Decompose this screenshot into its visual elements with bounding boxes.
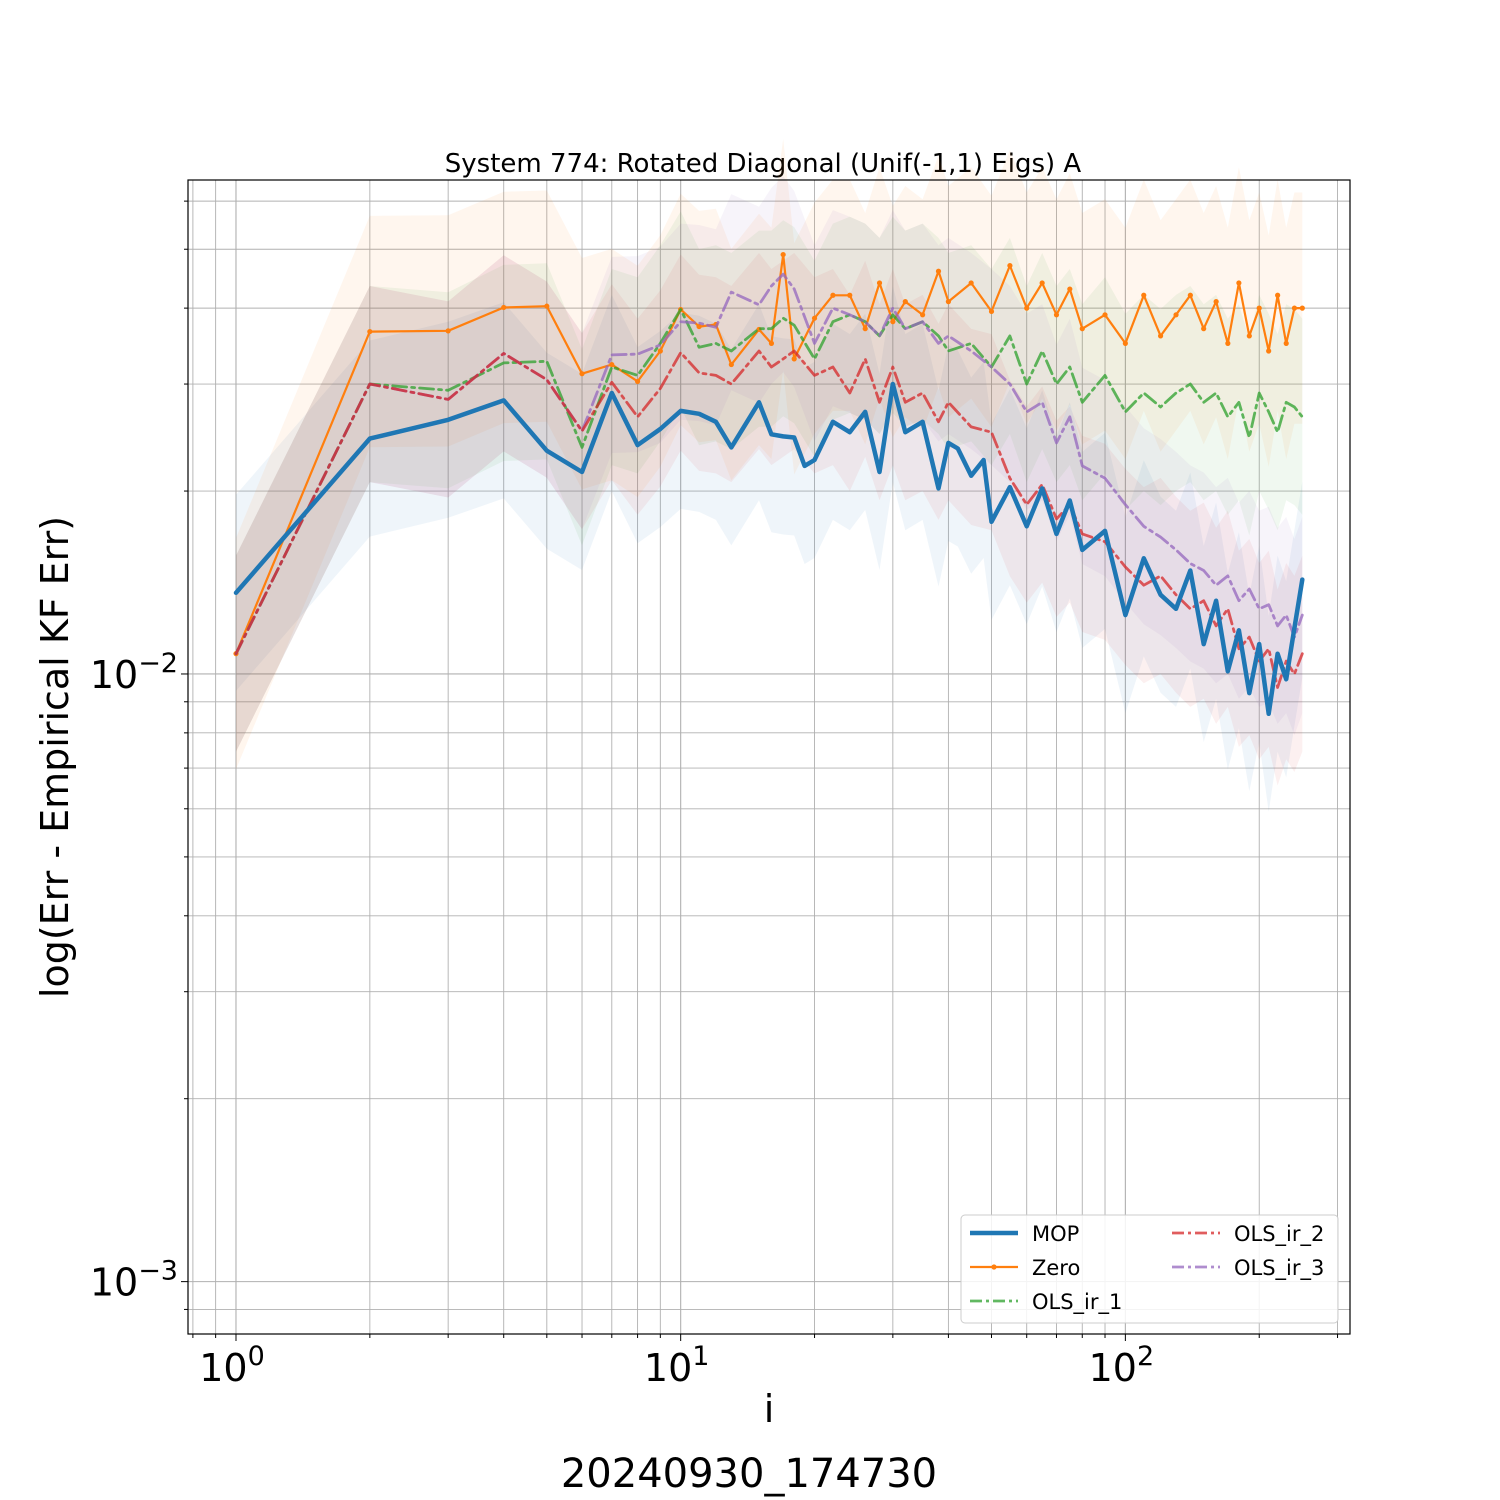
series-point-zero bbox=[830, 292, 836, 298]
confidence-band-ols-ir-2 bbox=[236, 253, 1303, 786]
timestamp-caption: 20240930_174730 bbox=[561, 1451, 937, 1497]
plot-frame bbox=[187, 179, 1351, 1335]
x-tick-label: 102 bbox=[1089, 1341, 1155, 1390]
legend-label: MOP bbox=[1032, 1222, 1079, 1246]
series-point-zero bbox=[1283, 340, 1289, 346]
series-point-zero bbox=[367, 328, 373, 335]
series-point-zero bbox=[1187, 292, 1193, 298]
confidence-band-ols-ir-3 bbox=[236, 176, 1303, 752]
series-point-zero bbox=[1246, 333, 1252, 339]
legend: MOP Zero OLS_ir_1 OLS_ir_2 OLS_ir_3 bbox=[960, 1214, 1339, 1324]
series-point-zero bbox=[847, 292, 853, 298]
series-point-zero bbox=[920, 312, 926, 318]
series-point-zero bbox=[1266, 348, 1272, 354]
series-point-zero bbox=[1201, 326, 1207, 332]
confidence-band-zero bbox=[236, 138, 1303, 770]
series-point-zero bbox=[1122, 340, 1128, 346]
series-point-zero bbox=[1102, 312, 1108, 318]
legend-label: OLS_ir_1 bbox=[1032, 1290, 1122, 1315]
series-point-zero bbox=[1299, 305, 1305, 311]
series-point-zero bbox=[1291, 305, 1298, 311]
axis-ticks: 100 101 102 10−3 10−2 bbox=[90, 200, 1339, 1390]
series-point-zero bbox=[1079, 326, 1085, 332]
series-line-ols-ir-1 bbox=[234, 307, 1304, 656]
y-tick-label: 10−3 bbox=[90, 1256, 178, 1305]
series-point-zero bbox=[968, 280, 974, 286]
series-point-zero bbox=[1039, 280, 1045, 286]
series-point-zero bbox=[1007, 262, 1013, 269]
series-line-ols-ir-3 bbox=[234, 272, 1304, 656]
series-line-mop bbox=[233, 381, 1305, 717]
legend-label: OLS_ir_2 bbox=[1234, 1222, 1324, 1247]
series-point-zero bbox=[634, 378, 641, 385]
x-tick-label: 101 bbox=[644, 1341, 710, 1390]
series-point-zero bbox=[609, 361, 615, 368]
y-tick-label: 10−2 bbox=[90, 648, 178, 697]
chart-title: System 774: Rotated Diagonal (Unif(-1,1)… bbox=[445, 149, 1082, 179]
legend-marker bbox=[991, 1264, 997, 1270]
series-point-zero bbox=[862, 326, 868, 332]
series-point-zero bbox=[1024, 305, 1030, 311]
confidence-band-mop bbox=[236, 286, 1303, 812]
legend-items: MOP Zero OLS_ir_1 OLS_ir_2 OLS_ir_3 bbox=[970, 1222, 1324, 1315]
series-point-zero bbox=[579, 371, 585, 377]
series-point-zero bbox=[1053, 312, 1060, 318]
series-point-zero bbox=[1141, 292, 1147, 298]
series-point-zero bbox=[791, 356, 797, 362]
series-line-ols-ir-2 bbox=[234, 349, 1304, 689]
grid-lines bbox=[188, 180, 1350, 1334]
series-point-zero bbox=[1157, 333, 1164, 339]
series-point-zero bbox=[1213, 299, 1219, 305]
series-point-zero bbox=[988, 308, 995, 315]
series-point-zero bbox=[501, 304, 507, 311]
series-point-zero bbox=[902, 299, 908, 305]
series-point-zero bbox=[1236, 280, 1242, 286]
legend-box bbox=[960, 1214, 1339, 1324]
series-point-zero bbox=[1067, 286, 1073, 292]
series-point-zero bbox=[1173, 312, 1179, 318]
series-point-zero bbox=[728, 361, 734, 368]
series-point-zero bbox=[876, 280, 883, 286]
series-lines bbox=[233, 251, 1305, 717]
series-point-zero bbox=[1275, 292, 1281, 298]
x-tick-label: 100 bbox=[199, 1341, 265, 1390]
series-point-zero bbox=[657, 348, 663, 354]
y-axis-label: log(Err - Empirical KF Err) bbox=[33, 516, 77, 998]
series-point-zero bbox=[780, 251, 786, 258]
series-point-zero bbox=[544, 303, 550, 309]
series-point-zero bbox=[445, 328, 451, 334]
x-axis-label: i bbox=[764, 1387, 775, 1431]
series-point-zero bbox=[890, 319, 896, 325]
confidence-bands bbox=[236, 138, 1303, 812]
legend-label: OLS_ir_3 bbox=[1234, 1256, 1324, 1281]
series-point-zero bbox=[696, 323, 702, 330]
series-point-zero bbox=[935, 268, 942, 274]
series-line-zero bbox=[234, 253, 1304, 655]
series-point-zero bbox=[945, 299, 952, 305]
series-point-zero bbox=[1256, 305, 1262, 311]
series-point-zero bbox=[1225, 340, 1231, 346]
series-point-zero bbox=[768, 340, 775, 346]
legend-label: Zero bbox=[1032, 1256, 1080, 1280]
confidence-band-ols-ir-1 bbox=[236, 211, 1303, 752]
series-point-zero bbox=[811, 315, 818, 321]
